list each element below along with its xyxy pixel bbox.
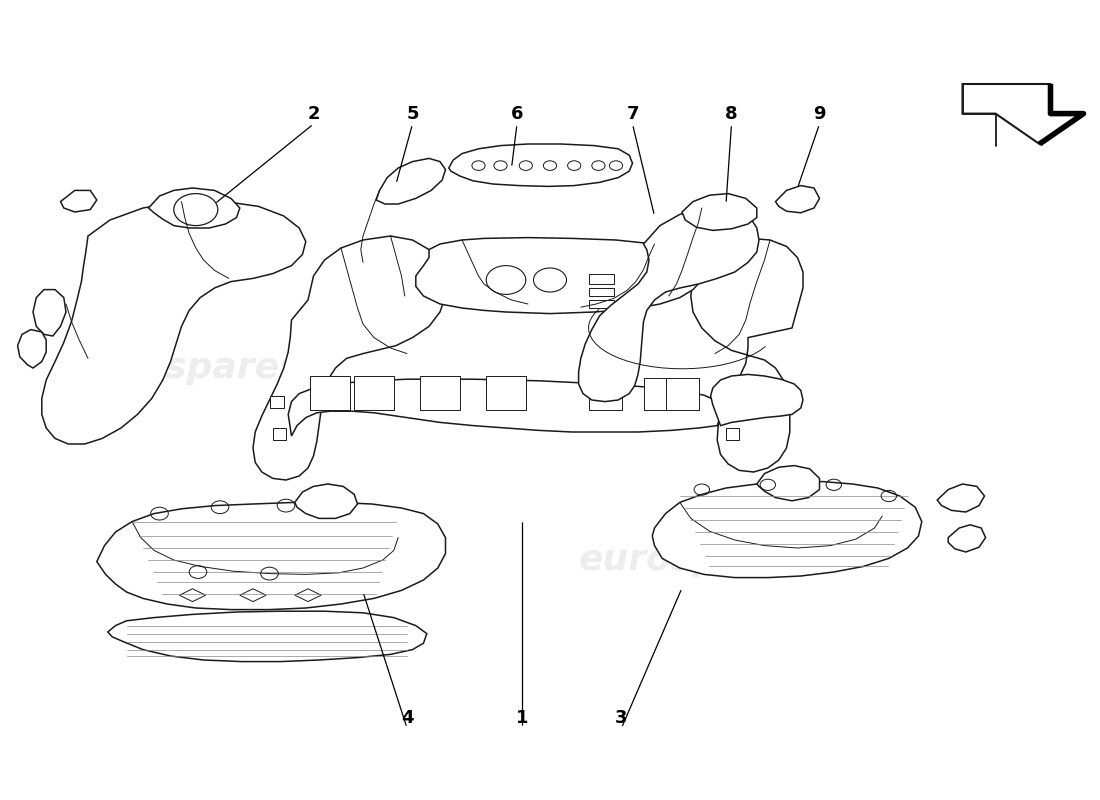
Polygon shape [711,374,803,426]
Polygon shape [295,589,321,602]
Text: 5: 5 [406,106,419,123]
Polygon shape [937,484,984,512]
Polygon shape [588,274,614,284]
Polygon shape [354,376,394,410]
Polygon shape [420,376,460,410]
Polygon shape [240,589,266,602]
Polygon shape [416,238,702,314]
Polygon shape [273,428,286,440]
Polygon shape [724,396,737,408]
Polygon shape [588,288,614,296]
Polygon shape [60,190,97,212]
Polygon shape [726,428,739,440]
Polygon shape [33,290,66,336]
Polygon shape [295,484,358,518]
Text: 3: 3 [615,710,628,727]
Polygon shape [42,202,306,444]
Polygon shape [97,502,446,610]
Text: 8: 8 [725,106,738,123]
Text: 2: 2 [307,106,320,123]
Polygon shape [691,238,803,472]
Polygon shape [652,482,922,578]
Polygon shape [666,378,698,410]
Polygon shape [588,300,614,308]
Text: 7: 7 [626,106,639,123]
Text: eurospares: eurospares [73,351,301,385]
Polygon shape [588,378,621,410]
Polygon shape [449,144,632,186]
Polygon shape [310,376,350,410]
Text: 4: 4 [400,710,414,727]
Text: 6: 6 [510,106,524,123]
Polygon shape [644,378,676,410]
Text: eurospares: eurospares [579,543,807,577]
Polygon shape [962,84,1084,144]
Text: 1: 1 [516,710,529,727]
Polygon shape [579,206,759,402]
Polygon shape [179,589,206,602]
Polygon shape [288,379,720,436]
Text: 9: 9 [813,106,826,123]
Polygon shape [757,466,820,501]
Polygon shape [270,396,284,408]
Polygon shape [148,188,240,228]
Polygon shape [682,194,757,230]
Polygon shape [108,611,427,662]
Polygon shape [18,330,46,368]
Polygon shape [253,236,446,480]
Polygon shape [486,376,526,410]
Polygon shape [376,158,446,204]
Polygon shape [948,525,986,552]
Polygon shape [776,186,820,213]
